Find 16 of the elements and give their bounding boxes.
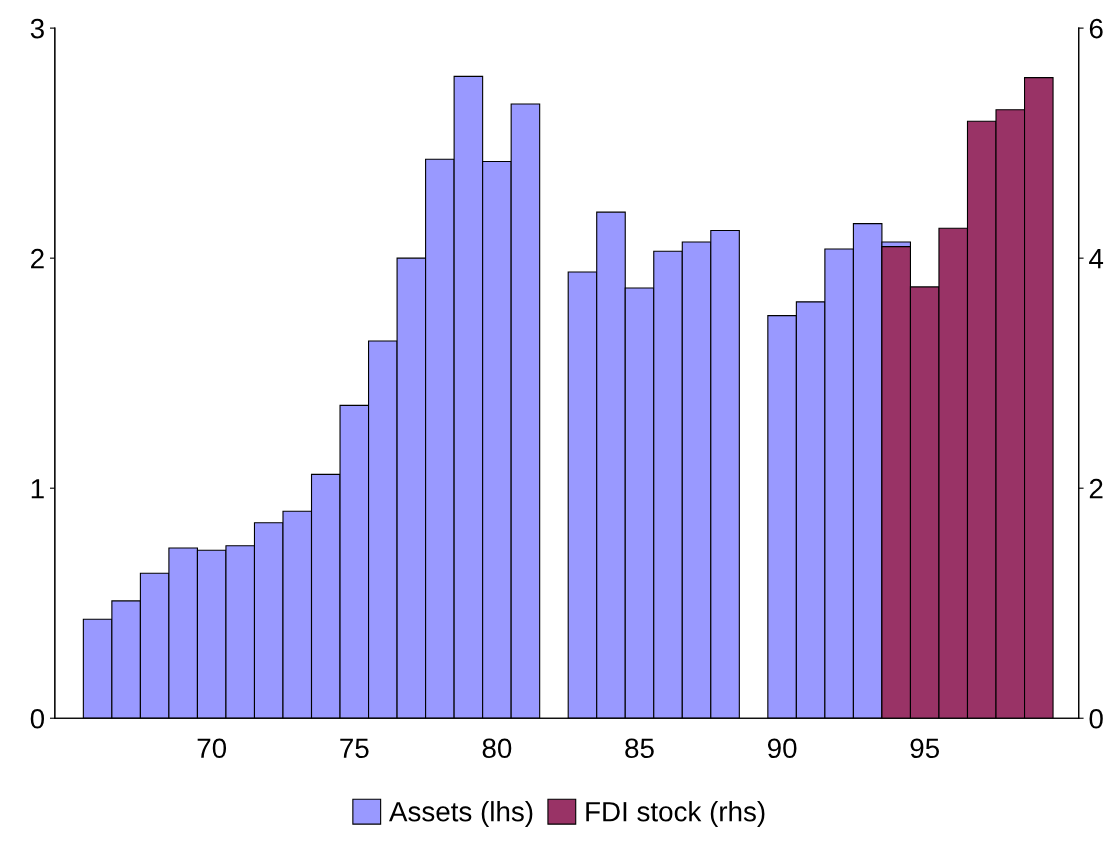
legend-label: Assets (lhs) (389, 801, 533, 827)
y2-tick-label: 0 (1089, 708, 1103, 729)
y2-tick-label: 6 (1089, 18, 1103, 39)
y-tick-label: 2 (31, 248, 44, 269)
x-tick-label: 90 (767, 738, 797, 759)
y2-tick-label: 4 (1089, 249, 1104, 269)
y-tick-label: 3 (30, 18, 44, 39)
x-tick-label: 95 (910, 738, 939, 759)
x-tick-label: 70 (197, 738, 227, 759)
y-tick-label: 0 (30, 708, 45, 729)
y2-tick-label: 2 (1089, 478, 1103, 499)
y-tick-label: 1 (31, 479, 44, 499)
x-tick-label: 85 (625, 738, 654, 759)
x-tick-label: 80 (482, 738, 512, 759)
legend-label: FDI stock (rhs) (586, 801, 765, 827)
x-tick-label: 75 (340, 738, 369, 759)
